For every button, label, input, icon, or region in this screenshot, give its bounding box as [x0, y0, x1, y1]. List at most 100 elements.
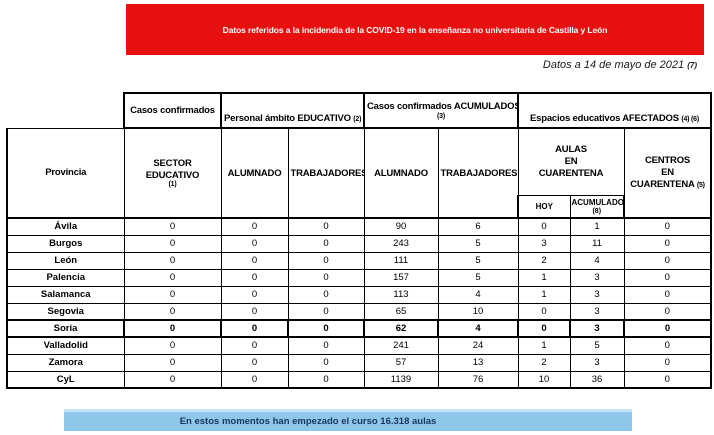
- value-cell: 11: [569, 234, 625, 253]
- value-cell: 4: [569, 251, 625, 270]
- value-cell: 5: [437, 268, 519, 287]
- date-note: Datos a 14 de mayo de 2021 (7): [543, 59, 697, 71]
- footer-banner: En estos momentos han empezado el curso …: [64, 409, 632, 431]
- province-cell: Palencia: [6, 268, 125, 287]
- value-cell: 0: [287, 353, 365, 372]
- table-row: Salamanca 0 0 0 113 4 1 3 0: [6, 285, 713, 304]
- value-cell: 3: [569, 268, 625, 287]
- value-cell: 0: [220, 217, 289, 236]
- value-cell: 57: [363, 353, 439, 372]
- value-cell: 0: [220, 353, 289, 372]
- value-cell: 2: [517, 353, 571, 372]
- value-cell: 3: [569, 285, 625, 304]
- header-acumulado-note: (8): [592, 207, 602, 215]
- value-cell: 113: [363, 285, 439, 304]
- value-cell: 0: [623, 353, 713, 372]
- group-casos-confirmados: Casos confirmados: [123, 92, 222, 129]
- province-cell: Zamora: [6, 353, 125, 372]
- centros-line3-text: CUARENTENA: [630, 178, 695, 190]
- value-cell: 0: [123, 336, 222, 355]
- group-header-row: Casos confirmados Personal ámbito EDUCAT…: [7, 92, 713, 129]
- value-cell: 5: [437, 234, 519, 253]
- value-cell: 0: [123, 234, 222, 253]
- sub-header-row: Provincia SECTOR EDUCATIVO (1) ALUMNADO …: [6, 127, 713, 219]
- group-espacios-note: (4) (6): [681, 116, 699, 123]
- header-alumnado-acumulado: ALUMNADO: [363, 127, 439, 219]
- value-cell: 0: [123, 353, 222, 372]
- value-cell: 0: [623, 370, 713, 389]
- value-cell: 0: [287, 370, 365, 389]
- province-cell: Burgos: [6, 234, 125, 253]
- value-cell: 0: [123, 370, 222, 389]
- value-cell: 243: [363, 234, 439, 253]
- value-cell: 0: [623, 251, 713, 270]
- value-cell: 111: [363, 251, 439, 270]
- value-cell: 0: [623, 302, 713, 321]
- value-cell: 157: [363, 268, 439, 287]
- footer-text: En estos momentos han empezado el curso …: [179, 416, 437, 427]
- value-cell: 0: [123, 302, 222, 321]
- header-aulas-cuarentena: AULAS EN CUARENTENA: [517, 127, 625, 196]
- value-cell: 1: [569, 217, 625, 236]
- value-cell: 0: [287, 302, 365, 321]
- header-trabajadores-personal: TRABAJADORES: [287, 127, 365, 219]
- value-cell: 0: [220, 251, 289, 270]
- centros-line3: CUARENTENA (5): [627, 179, 708, 191]
- header-alumnado-personal: ALUMNADO: [220, 127, 289, 219]
- date-text: Datos a 14 de mayo de 2021: [542, 59, 685, 71]
- table-row: Segovia 0 0 0 65 10 0 3 0: [6, 302, 713, 321]
- table-row: Zamora 0 0 0 57 13 2 3 0: [6, 353, 713, 372]
- centros-note: (5): [696, 181, 705, 189]
- date-footnote: (7): [687, 61, 697, 70]
- value-cell: 0: [123, 285, 222, 304]
- covid-education-table: Casos confirmados Personal ámbito EDUCAT…: [6, 92, 713, 389]
- header-hoy: HOY: [517, 194, 571, 219]
- value-cell: 0: [220, 336, 289, 355]
- aulas-line3: CUARENTENA: [538, 167, 604, 179]
- value-cell: 62: [363, 319, 439, 338]
- value-cell: 6: [437, 217, 519, 236]
- province-cell: Valladolid: [6, 336, 125, 355]
- header-acumulado: ACUMULADO (8): [569, 194, 625, 219]
- value-cell: 0: [220, 285, 289, 304]
- header-centros-cuarentena: CENTROS EN CUARENTENA (5): [623, 127, 713, 219]
- value-cell: 0: [623, 234, 713, 253]
- value-cell: 0: [287, 251, 365, 270]
- group-acumulados-label: Casos confirmados ACUMULADOS: [367, 101, 518, 113]
- value-cell: 5: [569, 336, 625, 355]
- group-personal-educativo: Personal ámbito EDUCATIVO (2): [220, 92, 365, 129]
- value-cell: 1: [517, 336, 571, 355]
- value-cell: 13: [437, 353, 519, 372]
- group-personal-note: (2): [353, 116, 362, 123]
- table-row-highlight: Soria 0 0 0 62 4 0 3 0: [6, 319, 713, 338]
- table-row: León 0 0 0 111 5 2 4 0: [6, 251, 713, 270]
- value-cell: 0: [622, 319, 713, 338]
- province-cell: Segovia: [6, 302, 125, 321]
- title-banner: Datos referidos a la incidendia de la CO…: [126, 4, 704, 55]
- value-cell: 0: [123, 268, 222, 287]
- group-espacios-afectados: Espacios educativos AFECTADOS (4) (6): [516, 92, 713, 129]
- value-cell: 0: [123, 217, 222, 236]
- value-cell: 0: [123, 319, 222, 338]
- aulas-sub-header-row: HOY ACUMULADO (8): [7, 194, 711, 219]
- header-provincia: Provincia: [6, 127, 125, 219]
- value-cell: 0: [517, 302, 571, 321]
- value-cell: 0: [220, 234, 289, 253]
- value-cell: 0: [220, 268, 289, 287]
- value-cell: 0: [623, 285, 713, 304]
- value-cell: 90: [363, 217, 439, 236]
- value-cell: 24: [437, 336, 519, 355]
- value-cell: 3: [517, 234, 571, 253]
- header-sector-educativo: SECTOR EDUCATIVO (1): [123, 127, 222, 219]
- header-acumulado-label: ACUMULADO: [571, 197, 624, 207]
- value-cell: 3: [569, 319, 625, 338]
- table-row: Valladolid 0 0 0 241 24 1 5 0: [6, 336, 713, 355]
- value-cell: 0: [287, 217, 365, 236]
- value-cell: 0: [287, 234, 365, 253]
- value-cell: 65: [363, 302, 439, 321]
- province-cell: Salamanca: [6, 285, 125, 304]
- value-cell: 76: [437, 370, 519, 389]
- value-cell: 0: [517, 217, 571, 236]
- table-row: CyL 0 0 0 1139 76 10 36 0: [6, 370, 713, 389]
- table-row: Ávila 0 0 0 90 6 0 1 0: [6, 217, 713, 236]
